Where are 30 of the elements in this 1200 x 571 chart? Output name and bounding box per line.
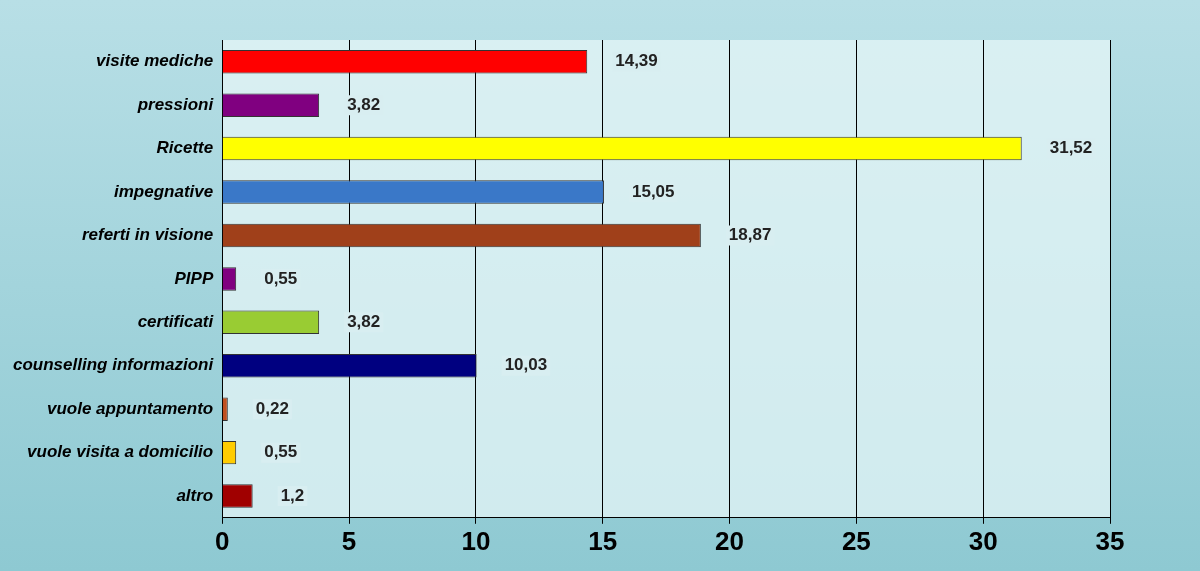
y-tick-label: vuole appuntamento xyxy=(47,398,214,418)
data-label: 0,22 xyxy=(255,398,289,418)
y-tick-label: impegnative xyxy=(114,181,214,201)
data-label: 0,55 xyxy=(264,268,298,288)
data-label: 3,82 xyxy=(347,94,381,114)
data-label: 10,03 xyxy=(504,355,548,375)
data-label: 3,82 xyxy=(347,312,381,332)
y-tick-label: visite mediche xyxy=(96,51,214,71)
x-tick-label: 5 xyxy=(341,525,357,556)
x-tick-label: 15 xyxy=(588,525,618,556)
y-tick-label: PIPP xyxy=(174,268,214,288)
y-tick-label: vuole visita a domicilio xyxy=(27,442,214,462)
y-tick-label: altro xyxy=(176,485,214,505)
x-tick-label: 20 xyxy=(715,525,744,556)
data-label: 14,39 xyxy=(615,51,658,71)
data-label: 18,87 xyxy=(728,225,772,245)
x-tick-label: 30 xyxy=(968,525,998,556)
y-tick-label: Ricette xyxy=(156,138,214,158)
y-tick-label: referti in visione xyxy=(81,225,214,245)
x-tick-label: 0 xyxy=(215,525,230,556)
x-tick-label: 25 xyxy=(841,525,871,556)
x-tick-label: 35 xyxy=(1095,525,1125,556)
data-label: 31,52 xyxy=(1049,138,1093,158)
data-label: 15,05 xyxy=(631,181,675,201)
y-tick-label: certificati xyxy=(137,312,215,332)
data-label: 0,55 xyxy=(264,442,298,462)
y-tick-label: counselling informazioni xyxy=(13,355,215,375)
y-tick-label: pressioni xyxy=(136,94,215,114)
x-tick-label: 10 xyxy=(461,525,491,556)
data-label: 1,2 xyxy=(280,485,305,505)
